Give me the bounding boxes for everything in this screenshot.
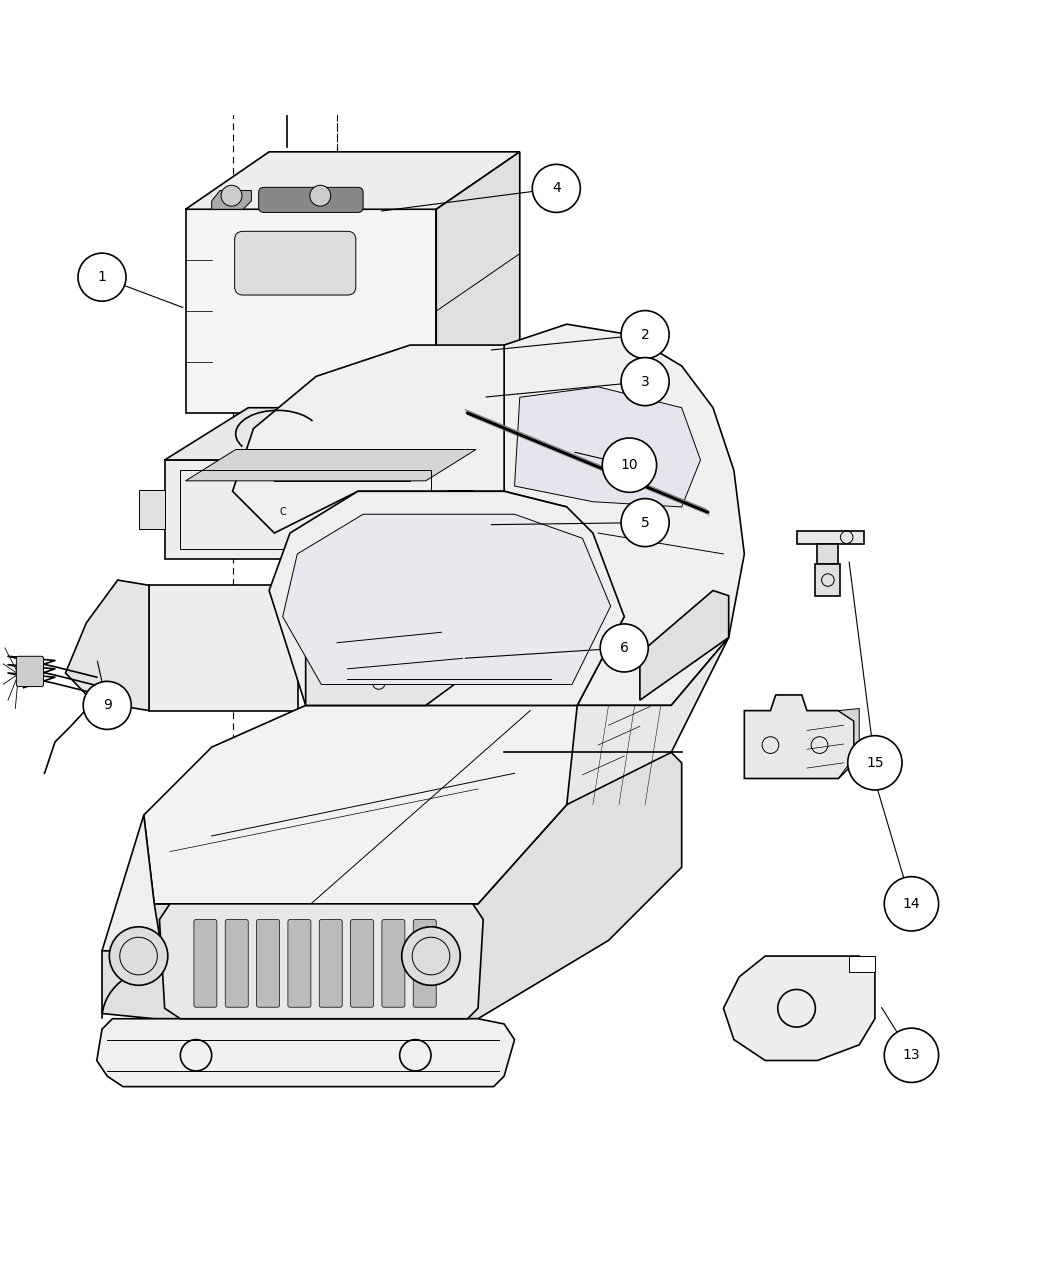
Polygon shape <box>212 190 251 209</box>
FancyBboxPatch shape <box>234 231 356 295</box>
Text: 2: 2 <box>640 328 650 342</box>
Polygon shape <box>149 585 353 710</box>
Polygon shape <box>436 152 520 413</box>
FancyBboxPatch shape <box>226 919 248 1007</box>
Circle shape <box>109 927 168 986</box>
Circle shape <box>83 681 131 729</box>
Polygon shape <box>848 956 875 972</box>
FancyBboxPatch shape <box>288 919 311 1007</box>
Polygon shape <box>353 625 400 648</box>
Text: C: C <box>279 506 287 516</box>
Polygon shape <box>165 408 530 460</box>
Polygon shape <box>816 565 840 595</box>
Circle shape <box>884 1028 939 1082</box>
FancyBboxPatch shape <box>226 29 350 65</box>
Polygon shape <box>353 588 400 611</box>
Circle shape <box>622 311 669 358</box>
Text: 14: 14 <box>903 896 920 910</box>
Polygon shape <box>744 695 854 779</box>
Polygon shape <box>102 815 160 951</box>
Text: 4: 4 <box>552 181 561 195</box>
Polygon shape <box>186 209 436 413</box>
FancyBboxPatch shape <box>382 919 405 1007</box>
Polygon shape <box>165 460 446 560</box>
Polygon shape <box>504 324 744 705</box>
Polygon shape <box>139 490 165 529</box>
Polygon shape <box>306 553 504 705</box>
Polygon shape <box>269 491 624 705</box>
Circle shape <box>402 927 460 986</box>
Text: 9: 9 <box>103 699 111 713</box>
FancyBboxPatch shape <box>319 919 342 1007</box>
Text: 6: 6 <box>620 641 629 655</box>
FancyBboxPatch shape <box>17 657 43 687</box>
Circle shape <box>884 877 939 931</box>
FancyBboxPatch shape <box>258 187 363 213</box>
Polygon shape <box>446 490 472 529</box>
Text: 3: 3 <box>640 375 650 389</box>
Polygon shape <box>446 408 530 560</box>
Text: 5: 5 <box>640 515 650 529</box>
Circle shape <box>222 185 242 207</box>
Text: 10: 10 <box>621 458 638 472</box>
Circle shape <box>310 185 331 207</box>
Circle shape <box>78 254 126 301</box>
FancyBboxPatch shape <box>351 919 374 1007</box>
Polygon shape <box>353 673 400 696</box>
Polygon shape <box>97 1019 514 1086</box>
Polygon shape <box>186 450 476 481</box>
Polygon shape <box>797 530 864 543</box>
Circle shape <box>622 499 669 547</box>
Polygon shape <box>818 543 838 565</box>
Circle shape <box>622 357 669 405</box>
Polygon shape <box>144 705 609 904</box>
Text: 15: 15 <box>866 756 884 770</box>
Polygon shape <box>186 152 520 209</box>
Polygon shape <box>102 722 681 1019</box>
Polygon shape <box>298 620 430 667</box>
Circle shape <box>847 736 902 790</box>
FancyBboxPatch shape <box>269 18 307 79</box>
Circle shape <box>601 623 648 672</box>
FancyBboxPatch shape <box>256 919 279 1007</box>
Polygon shape <box>639 590 729 700</box>
Circle shape <box>603 439 656 492</box>
Polygon shape <box>723 956 875 1061</box>
Polygon shape <box>567 638 729 805</box>
Polygon shape <box>514 386 700 507</box>
Polygon shape <box>232 346 504 533</box>
Polygon shape <box>65 580 149 710</box>
Circle shape <box>532 164 581 213</box>
Polygon shape <box>160 904 483 1019</box>
FancyBboxPatch shape <box>414 919 436 1007</box>
Polygon shape <box>300 190 340 209</box>
FancyBboxPatch shape <box>194 919 217 1007</box>
Polygon shape <box>282 514 611 685</box>
Text: 13: 13 <box>903 1048 920 1062</box>
Text: 1: 1 <box>98 270 106 284</box>
Polygon shape <box>838 709 859 779</box>
